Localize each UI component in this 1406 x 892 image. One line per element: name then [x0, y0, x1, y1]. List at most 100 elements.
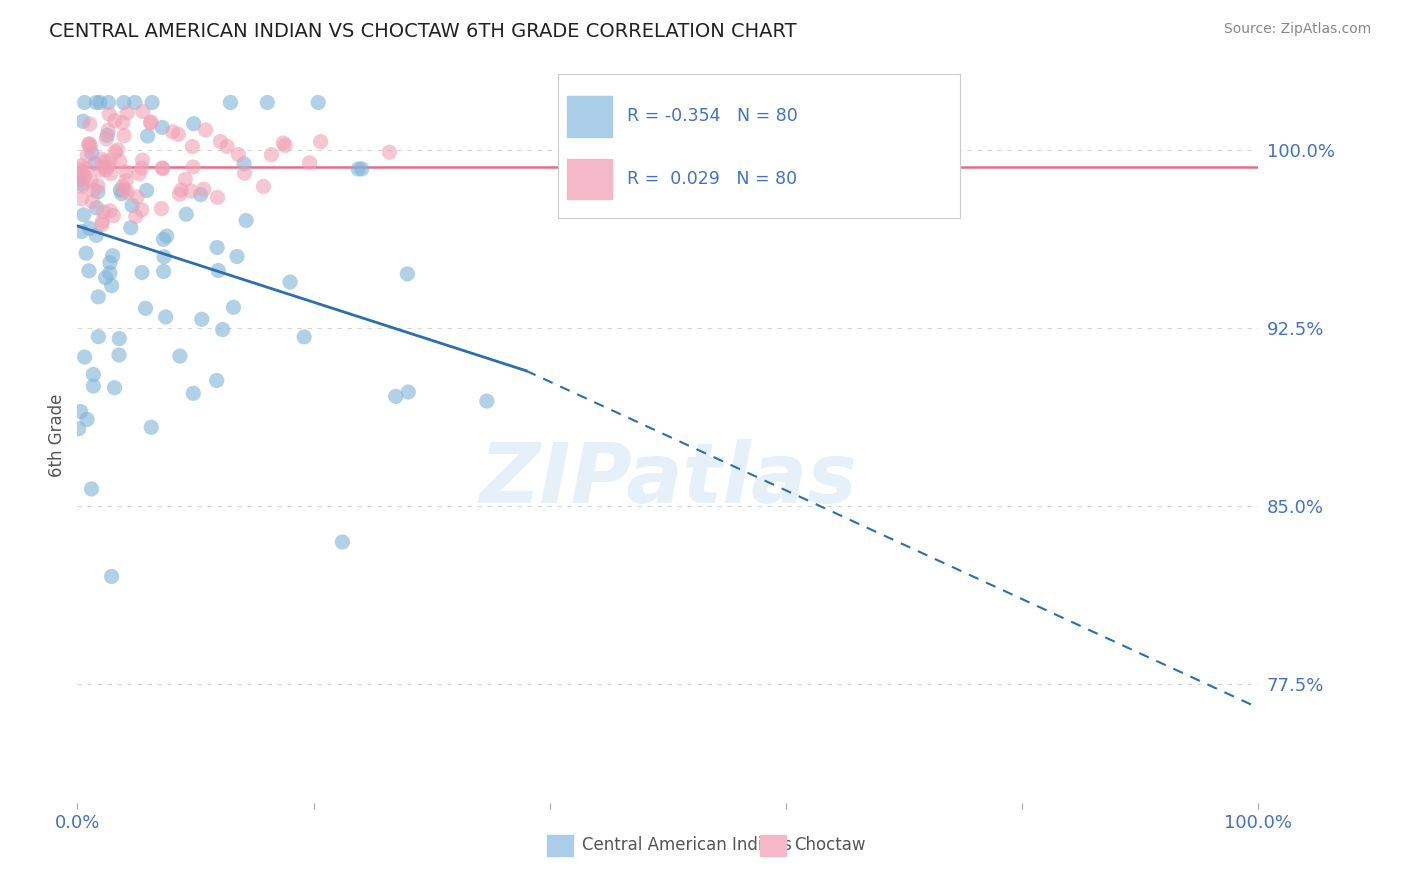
Point — [124, 95, 146, 110]
Point — [96, 132, 118, 146]
Point — [278, 275, 301, 289]
Point — [252, 179, 274, 194]
FancyBboxPatch shape — [547, 835, 574, 855]
Point — [70, 192, 93, 206]
Point — [167, 128, 190, 142]
Point — [183, 117, 205, 131]
Point — [87, 290, 110, 304]
Point — [205, 374, 228, 388]
Point — [396, 384, 419, 399]
Text: R =  0.029   N = 80: R = 0.029 N = 80 — [627, 170, 797, 188]
Point — [256, 95, 278, 110]
Point — [110, 183, 132, 197]
Point — [207, 190, 229, 204]
Point — [180, 184, 202, 198]
Point — [274, 138, 297, 153]
Point — [72, 171, 94, 186]
Point — [170, 183, 193, 197]
Point — [89, 95, 111, 110]
Point — [70, 159, 93, 173]
Point — [219, 95, 242, 110]
Point — [72, 165, 94, 179]
Point — [107, 143, 129, 157]
Point — [350, 161, 373, 176]
Point — [127, 190, 149, 204]
FancyBboxPatch shape — [568, 159, 613, 200]
Point — [190, 312, 212, 326]
Point — [98, 203, 121, 218]
Point — [104, 113, 127, 128]
Point — [150, 161, 173, 175]
Point — [131, 161, 153, 175]
Point — [76, 412, 98, 426]
Point — [207, 263, 229, 277]
Point — [271, 136, 294, 150]
FancyBboxPatch shape — [761, 835, 786, 855]
Point — [91, 214, 114, 228]
Point — [84, 156, 107, 170]
Point — [82, 368, 104, 382]
Point — [98, 266, 121, 280]
Point — [98, 256, 121, 270]
Point — [174, 172, 197, 186]
Point — [125, 210, 148, 224]
Point — [152, 264, 174, 278]
Point — [181, 386, 204, 401]
Point — [93, 154, 115, 169]
Point — [100, 166, 122, 180]
Point — [181, 160, 204, 174]
Point — [76, 148, 98, 162]
Point — [150, 120, 173, 135]
Point — [70, 225, 93, 239]
Point — [87, 185, 110, 199]
Point — [209, 135, 232, 149]
Point — [131, 266, 153, 280]
Point — [169, 349, 191, 363]
Point — [396, 267, 419, 281]
Point — [347, 161, 370, 176]
Point — [77, 264, 100, 278]
Point — [69, 161, 91, 176]
Point — [235, 213, 257, 227]
Point — [211, 322, 233, 336]
Point — [309, 135, 332, 149]
Point — [120, 220, 142, 235]
Point — [298, 155, 321, 169]
FancyBboxPatch shape — [568, 96, 613, 136]
Point — [155, 310, 177, 324]
Point — [80, 145, 103, 160]
Point — [150, 202, 173, 216]
Point — [97, 160, 120, 174]
Point — [114, 183, 136, 197]
Point — [86, 95, 108, 110]
Text: R = -0.354   N = 80: R = -0.354 N = 80 — [627, 107, 797, 125]
Point — [103, 381, 125, 395]
Point — [115, 173, 138, 187]
Point — [104, 145, 127, 159]
Point — [93, 160, 115, 174]
Point — [69, 404, 91, 418]
Point — [80, 174, 103, 188]
Point — [385, 389, 408, 403]
Point — [117, 106, 139, 120]
Point — [128, 167, 150, 181]
Text: CENTRAL AMERICAN INDIAN VS CHOCTAW 6TH GRADE CORRELATION CHART: CENTRAL AMERICAN INDIAN VS CHOCTAW 6TH G… — [49, 22, 797, 41]
Point — [111, 186, 134, 201]
Point — [73, 169, 96, 184]
Point — [114, 165, 136, 179]
Point — [70, 177, 93, 191]
Point — [115, 185, 138, 199]
Point — [233, 157, 256, 171]
Point — [121, 198, 143, 212]
Point — [103, 209, 125, 223]
Point — [76, 161, 98, 176]
Point — [174, 207, 197, 221]
Text: Choctaw: Choctaw — [794, 837, 866, 855]
Text: Central American Indians: Central American Indians — [582, 837, 792, 855]
Point — [131, 202, 153, 217]
Point — [73, 208, 96, 222]
Point — [79, 136, 101, 151]
Point — [135, 183, 157, 197]
Y-axis label: 6th Grade: 6th Grade — [48, 393, 66, 476]
Point — [135, 301, 157, 316]
